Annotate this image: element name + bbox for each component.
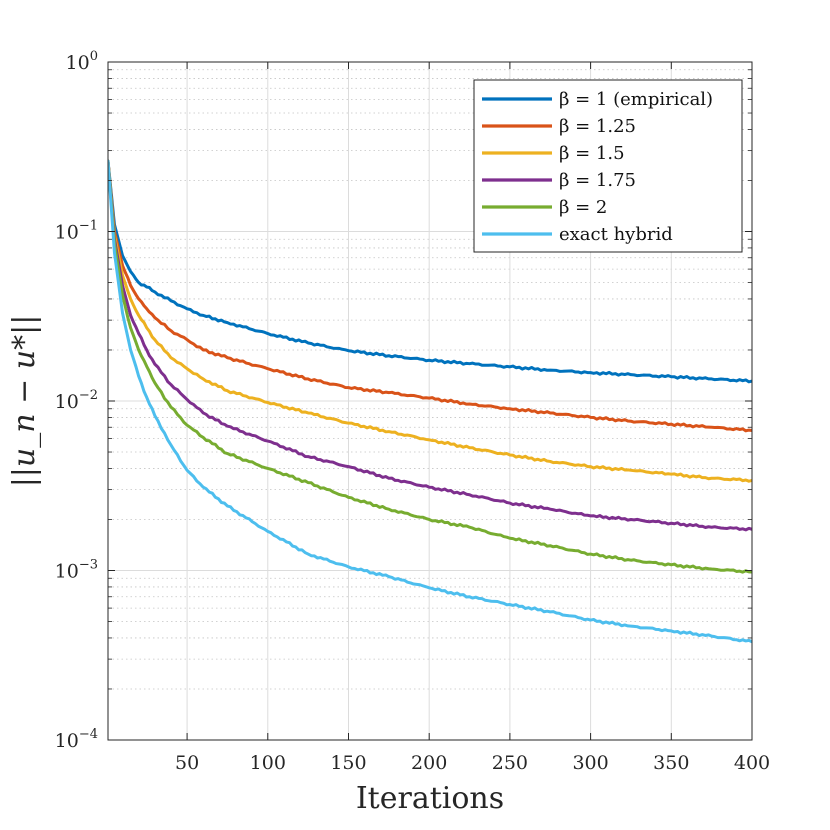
y-tick-base: 10 — [55, 730, 79, 752]
x-tick-labels: 50 100 150 200 250 300 350 400 — [175, 752, 770, 774]
x-tick-label: 100 — [250, 752, 286, 774]
x-tick-label: 200 — [411, 752, 447, 774]
y-tick-base: 10 — [55, 561, 79, 583]
y-tick-label: 10−3 — [55, 558, 98, 583]
x-axis-title: Iterations — [356, 781, 504, 816]
y-tick-label: 10−2 — [55, 388, 98, 413]
series-line-4 — [108, 159, 752, 532]
axis-ticks — [108, 61, 753, 741]
series-line-6 — [108, 159, 752, 644]
y-tick-base: 10 — [66, 52, 90, 74]
y-tick-base: 10 — [55, 222, 79, 244]
series-lines — [108, 159, 752, 644]
series-line-5 — [108, 159, 752, 574]
legend-label-6: exact hybrid — [559, 224, 673, 245]
legend-label-3: β = 1.5 — [559, 143, 625, 164]
x-tick-label: 300 — [572, 752, 608, 774]
legend-label-2: β = 1.25 — [559, 116, 636, 137]
legend-label-1: β = 1 (empirical) — [559, 89, 713, 110]
legend-label-5: β = 2 — [559, 197, 607, 218]
x-tick-label: 400 — [734, 752, 770, 774]
y-tick-label: 10−1 — [55, 219, 98, 244]
series-line-3 — [108, 159, 752, 483]
y-tick-exponent: −4 — [79, 727, 98, 742]
y-axis-title: ||u_n − u*|| — [7, 315, 42, 488]
y-tick-exponent: −3 — [79, 558, 98, 573]
y-tick-exponent: −2 — [79, 388, 98, 403]
legend-box — [473, 79, 743, 253]
series-line-2 — [108, 159, 752, 433]
series-line-1 — [108, 159, 752, 384]
x-tick-label: 150 — [330, 752, 366, 774]
y-tick-base: 10 — [55, 391, 79, 413]
legend-label-4: β = 1.75 — [559, 170, 636, 191]
y-tick-exponent: −1 — [79, 219, 98, 234]
x-tick-label: 50 — [175, 752, 199, 774]
x-tick-label: 350 — [653, 752, 689, 774]
legend: β = 1 (empirical) β = 1.25 β = 1.5 β = 1.75… — [473, 79, 743, 253]
y-tick-label: 10−4 — [55, 727, 98, 752]
y-tick-label: 100 — [66, 49, 98, 74]
y-tick-exponent: 0 — [90, 49, 98, 64]
legend-items: β = 1 (empirical) β = 1.25 β = 1.5 β = 1.75… — [482, 89, 713, 245]
x-tick-label: 250 — [492, 752, 528, 774]
